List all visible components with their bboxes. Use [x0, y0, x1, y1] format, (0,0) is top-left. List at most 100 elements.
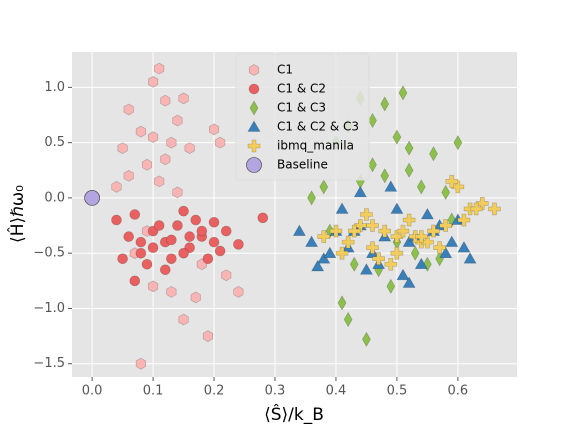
point — [341, 235, 355, 249]
legend-label: C1 & C3 — [277, 101, 326, 115]
point — [233, 286, 244, 298]
y-tick-label: −1.5 — [33, 356, 65, 371]
point — [384, 257, 398, 271]
point — [147, 242, 159, 253]
point — [359, 263, 373, 275]
legend-box — [235, 53, 370, 181]
point — [160, 153, 171, 166]
point — [117, 253, 128, 264]
point — [414, 257, 428, 270]
point — [402, 276, 416, 288]
point — [172, 186, 183, 199]
point — [392, 129, 402, 145]
point — [123, 103, 134, 116]
point — [215, 136, 226, 149]
point — [292, 224, 306, 236]
y-axis-label: ⟨Ĥ⟩ℏω₀ — [6, 185, 28, 243]
point — [433, 241, 446, 254]
x-tick-label: 0.1 — [143, 384, 164, 399]
point — [148, 76, 159, 88]
point — [404, 162, 414, 178]
x-tick-label: 0.2 — [204, 384, 225, 399]
point — [325, 223, 335, 239]
point — [463, 252, 477, 264]
x-axis-label: ⟨Ŝ⟩/k_B — [264, 403, 324, 425]
point — [220, 225, 232, 237]
point — [441, 184, 451, 200]
point — [457, 213, 471, 227]
legend-marker — [247, 120, 261, 132]
point — [439, 246, 453, 258]
point — [202, 330, 214, 342]
point — [111, 214, 122, 226]
legend-label: Baseline — [277, 158, 328, 172]
point — [141, 158, 153, 171]
point — [135, 236, 147, 248]
point — [402, 235, 416, 247]
point — [166, 253, 177, 264]
x-tick-label: 0.0 — [82, 384, 103, 399]
point — [335, 246, 349, 260]
point — [214, 245, 226, 257]
y-tick-label: −0.5 — [33, 246, 65, 261]
point — [166, 136, 177, 149]
point — [190, 291, 201, 304]
point — [390, 202, 404, 214]
point — [184, 142, 195, 155]
legend-label: C1 & C2 & C3 — [277, 120, 359, 134]
point — [420, 207, 434, 220]
point — [190, 214, 202, 226]
legend-label: ibmq_manila — [277, 139, 354, 153]
y-tick-label: 1.0 — [44, 80, 65, 95]
point — [398, 85, 408, 101]
point — [208, 217, 220, 228]
point — [135, 357, 146, 370]
point — [317, 252, 331, 264]
point — [410, 245, 420, 261]
point — [427, 224, 440, 238]
point — [196, 225, 208, 237]
legend-marker — [247, 139, 261, 153]
point — [329, 224, 343, 238]
point — [488, 202, 501, 216]
point — [172, 114, 183, 127]
point — [429, 146, 438, 162]
point — [366, 219, 379, 232]
y-tick-label: −1.0 — [33, 301, 65, 316]
point — [154, 175, 165, 188]
point — [445, 235, 459, 247]
point — [317, 230, 331, 243]
point — [469, 202, 483, 216]
point — [148, 280, 159, 293]
point — [154, 62, 165, 75]
y-tick-label: 0.5 — [44, 135, 65, 150]
point — [323, 246, 337, 258]
point — [390, 230, 404, 243]
point — [384, 180, 398, 192]
x-tick-label: 0.5 — [387, 384, 408, 399]
point — [368, 157, 377, 173]
point — [208, 236, 220, 248]
point — [453, 135, 463, 151]
point — [311, 259, 325, 272]
point — [111, 181, 122, 193]
point — [123, 231, 134, 242]
point — [347, 224, 361, 238]
point — [178, 205, 189, 217]
point — [166, 234, 177, 246]
point — [457, 241, 471, 253]
point — [445, 175, 459, 188]
legend-marker — [248, 83, 260, 95]
point — [362, 331, 371, 348]
legend-marker — [246, 157, 262, 173]
point — [319, 179, 329, 195]
point — [129, 275, 141, 287]
point — [378, 224, 392, 238]
point — [402, 213, 416, 227]
point — [135, 247, 147, 259]
point — [366, 241, 379, 254]
point — [349, 256, 359, 272]
point — [257, 212, 269, 224]
point — [160, 94, 171, 107]
x-tick-label: 0.4 — [326, 384, 347, 399]
